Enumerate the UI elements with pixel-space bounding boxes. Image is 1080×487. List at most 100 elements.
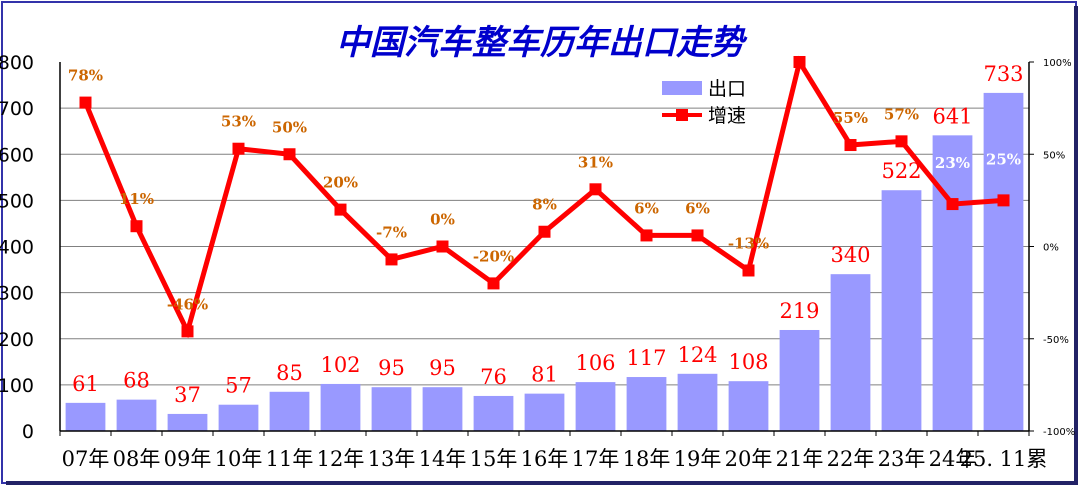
bar-value-label: 124 — [677, 343, 717, 367]
axes-layer: 0 100 200 300 400 500 600 700 800 -100% -50% 0% 50% 1… — [0, 52, 1075, 471]
x-tick-label: 12年 — [317, 447, 365, 471]
y-right-tick-label: 50% — [1043, 150, 1065, 161]
y-right-tick-label: 100% — [1043, 58, 1072, 69]
bar-value-label: 81 — [531, 363, 558, 387]
x-tick-label: 11年 — [266, 447, 314, 471]
bar-value-label: 68 — [123, 369, 150, 393]
x-tick-label: 23年 — [878, 447, 926, 471]
point-growth — [793, 56, 806, 68]
bar-export — [422, 387, 463, 431]
point-growth — [844, 139, 857, 152]
legend-swatch-export — [662, 81, 702, 95]
labels-layer: 61 68 37 57 85 102 95 95 76 81 106 117 124 108 219 340 5… — [68, 62, 1024, 407]
bar-value-label: 85 — [276, 361, 303, 385]
legend-label-growth: 增速 — [708, 105, 746, 127]
y-right-tick-label: 0% — [1043, 243, 1059, 254]
x-tick-label: 22年 — [827, 447, 875, 471]
bar-export — [116, 399, 157, 431]
x-tick-label: 25. 11累 — [960, 447, 1048, 471]
y-left-tick-label: 500 — [0, 190, 34, 212]
growth-value-label: 50% — [272, 118, 307, 136]
y-left-tick-label: 400 — [0, 237, 34, 259]
point-growth — [334, 203, 347, 216]
legend-marker-growth — [676, 109, 688, 121]
growth-value-label: 53% — [221, 113, 256, 131]
bar-value-label: 95 — [378, 356, 405, 380]
y-right-tick-label: -50% — [1043, 335, 1069, 346]
x-tick-label: 24年 — [929, 447, 977, 471]
bar-export — [779, 329, 820, 431]
y-left-tick-label: 800 — [0, 52, 34, 74]
point-growth — [487, 277, 500, 290]
bar-export — [932, 135, 973, 431]
x-tick-label: 08年 — [113, 447, 161, 471]
bar-export — [269, 391, 310, 431]
growth-value-label: 6% — [685, 199, 710, 217]
bar-value-label: 340 — [830, 243, 870, 267]
bar-value-label: 95 — [429, 356, 456, 380]
bar-export — [575, 382, 616, 431]
y-left-tick-label: 600 — [0, 144, 34, 166]
bar-export — [830, 274, 871, 431]
bar-value-label: 641 — [932, 104, 972, 128]
growth-value-label: 78% — [68, 67, 103, 85]
point-growth — [895, 135, 908, 148]
bar-export — [728, 381, 769, 431]
bar-export — [167, 413, 208, 431]
point-growth — [181, 325, 194, 338]
growth-value-label: 11% — [119, 190, 154, 208]
x-tick-label: 20年 — [725, 447, 773, 471]
y-left-tick-label: 100 — [0, 375, 34, 397]
bar-export — [677, 373, 718, 431]
point-growth — [742, 264, 755, 277]
point-growth — [283, 148, 296, 161]
growth-value-label: 20% — [323, 174, 358, 192]
chart-title: 中国汽车整车历年出口走势 — [336, 23, 748, 63]
y-right-tick-label: -100% — [1043, 427, 1075, 438]
y-left-tick-label: 200 — [0, 329, 34, 351]
growth-value-label: 0% — [430, 211, 455, 229]
growth-value-label: -7% — [376, 223, 407, 241]
growth-value-label: 55% — [833, 109, 868, 127]
x-tick-label: 19年 — [674, 447, 722, 471]
bar-value-label: 61 — [72, 372, 99, 396]
grid-layer — [60, 62, 1029, 431]
bar-export — [65, 402, 106, 431]
point-growth — [385, 253, 398, 266]
growth-value-label: 23% — [935, 154, 970, 172]
growth-value-label: 31% — [578, 153, 613, 171]
bar-export — [626, 377, 667, 431]
bar-value-label: 733 — [983, 62, 1023, 86]
bar-value-label: 117 — [626, 346, 666, 370]
x-tick-label: 13年 — [368, 447, 416, 471]
growth-value-label: 8% — [532, 196, 557, 214]
line-layer — [79, 55, 1010, 339]
bar-value-label: 102 — [320, 353, 360, 377]
bar-value-label: 219 — [779, 299, 819, 323]
point-growth — [436, 240, 449, 253]
point-growth — [538, 225, 551, 238]
bar-value-label: 76 — [480, 365, 507, 389]
growth-value-label: -20% — [473, 247, 514, 265]
point-growth — [691, 229, 704, 242]
chart-border-shadow-bottom — [6, 481, 1078, 485]
growth-value-label: 25% — [986, 150, 1021, 168]
bar-export — [218, 404, 259, 431]
x-tick-label: 16年 — [521, 447, 569, 471]
bar-export — [881, 190, 922, 431]
point-growth — [79, 96, 92, 109]
bar-export — [983, 92, 1024, 431]
x-tick-label: 15年 — [470, 447, 518, 471]
growth-value-label: -46% — [167, 295, 208, 313]
x-tick-label: 07年 — [62, 447, 110, 471]
bar-value-label: 108 — [728, 350, 768, 374]
point-growth — [589, 183, 602, 196]
x-tick-label: 10年 — [215, 447, 263, 471]
point-growth — [640, 229, 653, 242]
x-tick-label: 09年 — [164, 447, 212, 471]
x-tick-label: 18年 — [623, 447, 671, 471]
x-tick-label: 14年 — [419, 447, 467, 471]
y-left-tick-label: 300 — [0, 283, 34, 305]
